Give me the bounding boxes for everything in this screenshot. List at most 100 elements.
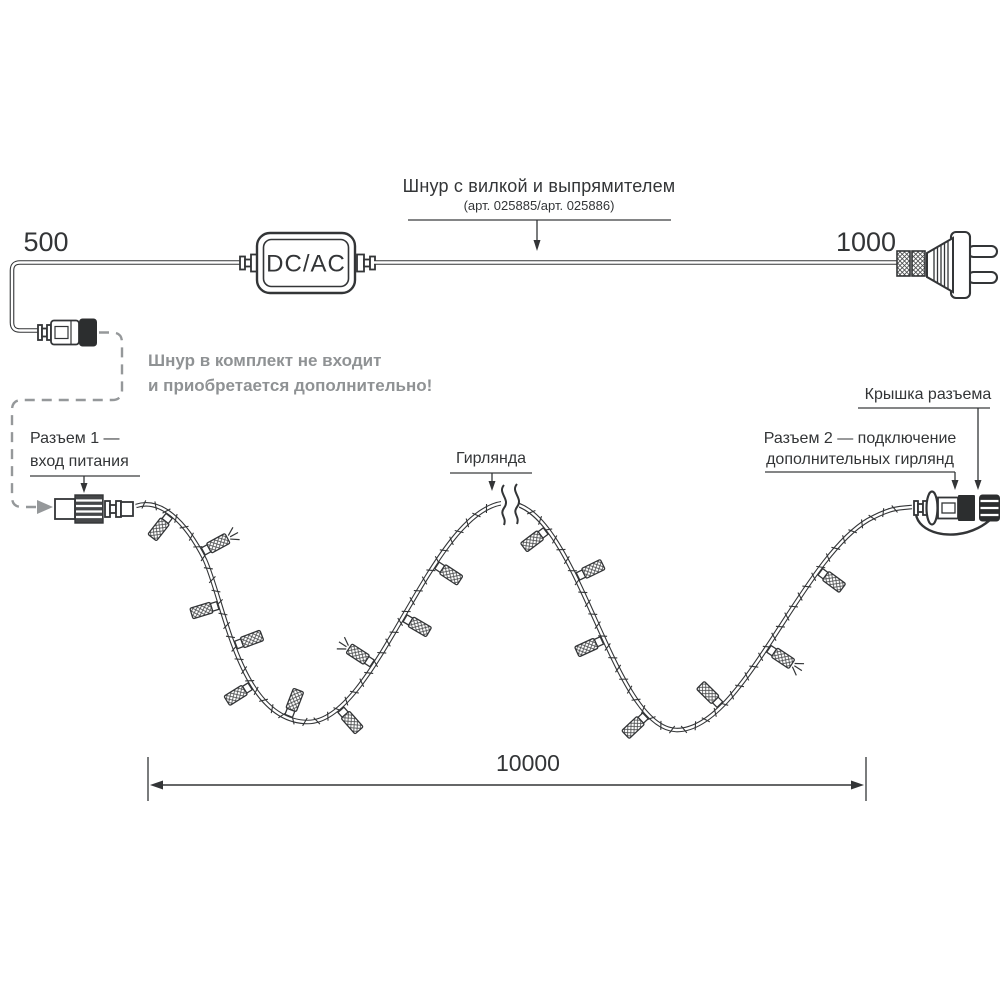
down-arrow-icon (951, 480, 959, 490)
twist-mark (344, 696, 349, 706)
twist-mark (421, 576, 428, 585)
garland-lamps (147, 512, 846, 739)
garland-string (135, 483, 913, 739)
break-symbol-icon (501, 483, 520, 526)
lamp-ray (336, 648, 347, 650)
twist-mark (397, 617, 403, 626)
twist-mark (174, 513, 178, 523)
down-arrow-icon (974, 480, 982, 490)
twist-mark (465, 518, 470, 528)
seal-ring (925, 490, 939, 526)
twist-mark (615, 664, 622, 673)
twist-mark (234, 658, 244, 661)
connector1-label-line1: Разъем 1 — (30, 430, 120, 447)
connector-cap-icon (979, 494, 1000, 522)
garland-label: Гирлянда (456, 450, 526, 467)
twist-mark (584, 599, 592, 608)
twist-mark (626, 685, 633, 694)
twist-mark (588, 613, 598, 616)
note-line2: и приобретается дополнительно! (148, 376, 432, 395)
lamp-icon (696, 681, 724, 709)
lamp-ray (794, 662, 805, 665)
garland-connector2-icon (913, 490, 1000, 536)
connector2-annotation: Разъем 2 — подключение дополнительных ги… (764, 430, 959, 490)
dcac-converter-box: DC/AC (239, 231, 376, 295)
twist-mark (882, 508, 885, 518)
total-length-value: 10000 (496, 750, 560, 776)
lamp-ray (343, 636, 349, 646)
twist-mark (472, 512, 481, 518)
twist-mark (604, 643, 611, 651)
right-arrow-icon (851, 780, 864, 790)
twist-mark (680, 725, 688, 734)
lamp-icon (336, 636, 376, 668)
twist-mark (744, 672, 750, 681)
twist-mark (364, 671, 374, 674)
connector2-label-line1: Разъем 2 — подключение (764, 430, 957, 447)
lamp-ray (230, 538, 240, 541)
lamp-icon (817, 567, 846, 593)
twist-mark (154, 501, 157, 511)
twist-mark (385, 638, 391, 647)
lamp-ray (791, 666, 797, 676)
twist-mark (241, 666, 248, 675)
twist-mark (784, 612, 790, 621)
twist-mark (313, 717, 321, 725)
converter-right-connector-icon (356, 253, 376, 273)
twist-mark (631, 698, 641, 701)
connector1-annotation: Разъем 1 — вход питания (30, 430, 140, 493)
lamp-icon (520, 526, 549, 552)
converter-label: DC/AC (266, 251, 346, 278)
length-500-label: 500 (23, 227, 68, 257)
cap-label: Крышка разъема (865, 386, 992, 403)
twist-mark (598, 635, 608, 637)
twist-mark (259, 698, 269, 702)
twist-mark (868, 514, 877, 521)
twist-mark (848, 529, 858, 534)
twist-mark (735, 684, 745, 688)
down-arrow-icon (533, 240, 541, 251)
twist-mark (788, 605, 798, 608)
lamp-icon (233, 629, 264, 650)
total-length-dimension: 10000 (147, 750, 867, 801)
strain-relief (896, 250, 911, 277)
garland-annotation: Гирлянда (450, 450, 532, 491)
twist-mark (277, 712, 287, 719)
down-arrow-icon (80, 483, 88, 493)
twist-mark (302, 717, 308, 727)
lamp-icon (621, 711, 650, 739)
twist-mark (409, 596, 416, 606)
lamp-icon (574, 635, 605, 658)
lamp-icon (337, 706, 364, 735)
twist-mark (758, 652, 764, 661)
twist-mark (811, 572, 817, 582)
lamp-icon (189, 600, 220, 620)
twist-mark (449, 536, 454, 546)
cord-article: (арт. 025885/арт. 025886) (464, 198, 615, 213)
note-line1: Шнур в комплект не входит (148, 351, 381, 370)
cap-annotation: Крышка разъема (858, 386, 991, 490)
cap-tether-wire (914, 513, 993, 536)
twist-mark (218, 612, 228, 616)
dashed-connection-route (10, 331, 124, 514)
twist-mark (797, 592, 803, 601)
plug-prong-top (966, 244, 999, 259)
twist-mark (162, 508, 171, 514)
wire-twist-marks (141, 500, 898, 734)
lamp-icon (765, 644, 805, 676)
twist-mark (359, 678, 365, 687)
twist-mark (713, 707, 717, 717)
twist-mark (640, 705, 646, 714)
twist-mark (749, 665, 759, 668)
twist-mark (270, 704, 274, 714)
twist-mark (831, 546, 841, 550)
lamp-icon (284, 687, 304, 719)
twist-mark (253, 686, 259, 696)
twist-mark (208, 576, 216, 584)
power-cord-left (9, 260, 242, 333)
twist-mark (775, 625, 785, 628)
twist-mark (538, 515, 543, 525)
twist-mark (860, 519, 864, 529)
twist-mark (802, 585, 812, 588)
